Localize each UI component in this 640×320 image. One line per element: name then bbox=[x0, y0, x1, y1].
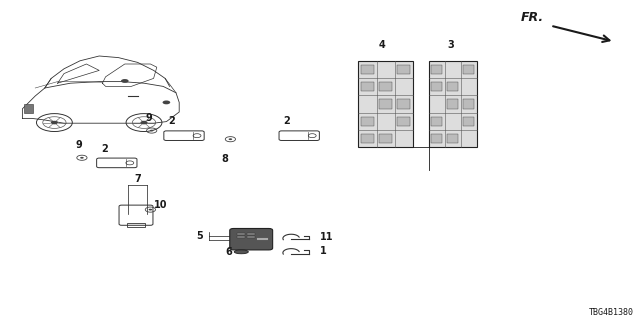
Circle shape bbox=[140, 121, 148, 124]
Bar bbox=[380, 82, 392, 92]
Text: 2: 2 bbox=[101, 144, 108, 154]
Text: TBG4B1380: TBG4B1380 bbox=[589, 308, 634, 317]
Bar bbox=[361, 82, 374, 92]
Bar bbox=[463, 116, 474, 126]
Bar bbox=[380, 99, 392, 109]
Bar bbox=[431, 116, 442, 126]
Text: FR.: FR. bbox=[521, 11, 544, 24]
Bar bbox=[361, 116, 374, 126]
Bar bbox=[361, 65, 374, 74]
Bar bbox=[431, 82, 442, 92]
Text: 9: 9 bbox=[145, 113, 152, 123]
Circle shape bbox=[163, 100, 170, 104]
Text: 7: 7 bbox=[134, 174, 141, 184]
Bar bbox=[431, 65, 442, 74]
Bar bbox=[463, 65, 474, 74]
Bar bbox=[447, 99, 458, 109]
Text: 9: 9 bbox=[76, 140, 82, 150]
Circle shape bbox=[51, 121, 58, 124]
Bar bbox=[397, 116, 410, 126]
Text: 10: 10 bbox=[154, 200, 167, 210]
Bar bbox=[247, 236, 255, 238]
Bar bbox=[237, 233, 245, 235]
Bar bbox=[127, 223, 145, 227]
Bar bbox=[397, 65, 410, 74]
Text: 8: 8 bbox=[222, 154, 228, 164]
Bar bbox=[447, 134, 458, 143]
Circle shape bbox=[80, 157, 84, 159]
Bar bbox=[463, 99, 474, 109]
Bar bbox=[247, 233, 255, 235]
Text: 1: 1 bbox=[320, 246, 327, 256]
Bar bbox=[358, 61, 413, 147]
Bar bbox=[397, 99, 410, 109]
Circle shape bbox=[150, 130, 154, 132]
Bar bbox=[24, 104, 33, 113]
Ellipse shape bbox=[234, 250, 248, 254]
Text: 11: 11 bbox=[320, 232, 333, 242]
Text: 4: 4 bbox=[379, 40, 385, 50]
Circle shape bbox=[228, 138, 232, 140]
Circle shape bbox=[148, 209, 152, 211]
Text: 2: 2 bbox=[284, 116, 290, 126]
Bar bbox=[237, 236, 245, 238]
Text: 3: 3 bbox=[448, 40, 454, 50]
FancyBboxPatch shape bbox=[230, 228, 273, 250]
Text: 6: 6 bbox=[225, 247, 232, 258]
Text: 2: 2 bbox=[168, 116, 175, 126]
Bar bbox=[431, 134, 442, 143]
Circle shape bbox=[121, 79, 129, 83]
Bar bbox=[361, 134, 374, 143]
Text: 5: 5 bbox=[196, 231, 203, 241]
Bar bbox=[447, 82, 458, 92]
Bar bbox=[429, 61, 477, 147]
Bar bbox=[380, 134, 392, 143]
